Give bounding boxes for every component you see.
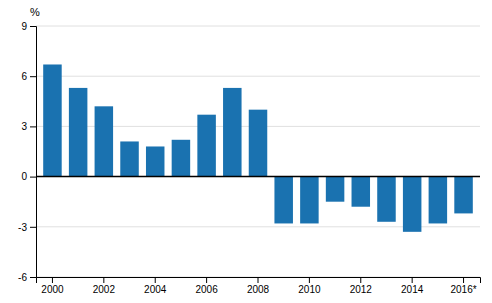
y-tick: -3	[18, 222, 36, 233]
bar	[43, 64, 62, 176]
bar	[429, 177, 448, 224]
y-axis: -6 -3 0 3 6 9	[18, 21, 36, 283]
x-tick-mark	[412, 277, 413, 283]
y-tick-mark	[30, 277, 36, 278]
bar	[197, 115, 216, 177]
grid	[36, 26, 480, 277]
x-tick-mark	[463, 277, 464, 283]
x-tick: 2010	[298, 277, 321, 295]
x-tick-mark	[206, 277, 207, 283]
bar	[120, 141, 138, 176]
x-axis-line	[37, 278, 481, 284]
y-axis-line	[30, 27, 37, 278]
bar	[146, 146, 165, 176]
x-tick-label: 2006	[195, 284, 218, 295]
bars	[43, 64, 473, 231]
bar	[223, 88, 242, 177]
y-tick-label: 0	[21, 171, 27, 182]
y-tick: 3	[21, 121, 36, 132]
bar	[274, 177, 293, 224]
x-tick: 2004	[144, 277, 167, 295]
y-tick-label: 9	[21, 21, 27, 32]
y-tick: 0	[21, 171, 36, 182]
x-tick-mark	[52, 277, 53, 283]
y-tick-mark	[30, 227, 36, 228]
bar	[300, 177, 319, 224]
y-tick-label: -3	[18, 222, 27, 233]
x-tick-mark	[103, 277, 104, 283]
x-tick: 2014	[401, 277, 424, 295]
bar	[95, 106, 114, 176]
x-axis: 2000 2002 2004 2006 2008 2010 2012 2014 2016*	[37, 277, 481, 295]
grid-line	[36, 26, 480, 27]
x-tick-label: 2000	[41, 284, 64, 295]
bar	[403, 177, 422, 232]
x-tick: 2000	[41, 277, 64, 295]
y-tick-mark	[30, 126, 36, 127]
x-tick-label: 2002	[93, 284, 116, 295]
y-tick-label: 6	[21, 71, 27, 82]
y-tick: 9	[21, 21, 36, 32]
x-tick-label: 2010	[298, 284, 321, 295]
y-tick-mark	[30, 76, 36, 77]
bar	[172, 140, 191, 177]
x-tick-mark	[258, 277, 259, 283]
x-tick-mark	[155, 277, 156, 283]
y-axis-label: %	[30, 6, 40, 18]
plot: -6 -3 0 3 6 9 2000 2002 2004 2006 2008 2010 2012 2014…	[18, 21, 480, 295]
y-tick-mark	[30, 26, 36, 27]
x-tick: 2002	[93, 277, 116, 295]
x-tick: 2016*	[450, 277, 476, 295]
y-tick-label: 3	[21, 121, 27, 132]
x-tick-label: 2008	[247, 284, 270, 295]
bar	[454, 177, 473, 214]
x-tick-label: 2014	[401, 284, 424, 295]
y-tick-label: -6	[18, 272, 27, 283]
bar	[249, 110, 268, 177]
y-tick: -6	[18, 272, 36, 283]
zero-line	[36, 176, 480, 178]
bar	[352, 177, 371, 207]
bar	[69, 88, 88, 177]
x-tick: 2006	[195, 277, 218, 295]
bar	[377, 177, 396, 222]
chart-container: -6 -3 0 3 6 9 2000 2002 2004 2006 2008 2010 2012 2014…	[0, 0, 492, 303]
x-tick: 2008	[247, 277, 270, 295]
x-tick-mark	[309, 277, 310, 283]
x-tick-mark	[360, 277, 361, 283]
bar	[326, 177, 345, 202]
x-tick-label: 2016*	[450, 284, 476, 295]
y-tick-mark	[30, 177, 36, 178]
chart-svg: -6 -3 0 3 6 9 2000 2002 2004 2006 2008 2010 2012 2014…	[0, 0, 492, 303]
grid-line	[36, 76, 480, 77]
x-tick-label: 2012	[350, 284, 373, 295]
x-tick-label: 2004	[144, 284, 167, 295]
x-tick: 2012	[350, 277, 373, 295]
grid-line	[36, 176, 480, 177]
y-tick: 6	[21, 71, 36, 82]
